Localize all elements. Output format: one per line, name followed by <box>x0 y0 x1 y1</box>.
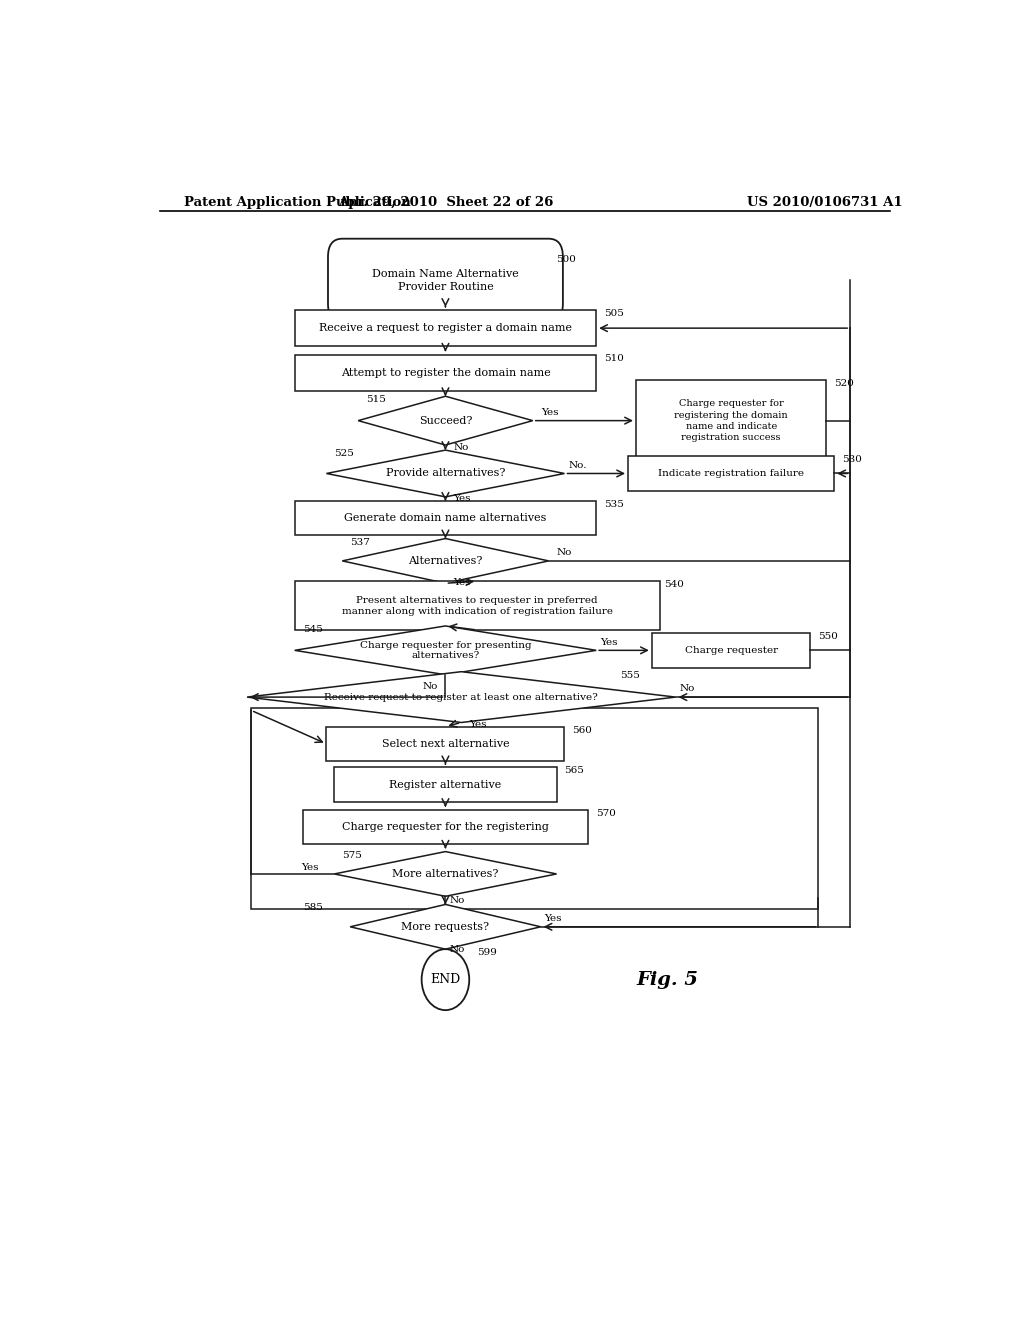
Text: 515: 515 <box>367 395 386 404</box>
Polygon shape <box>342 539 549 583</box>
Text: Provide alternatives?: Provide alternatives? <box>386 469 505 478</box>
Text: 585: 585 <box>303 903 323 912</box>
Text: No: No <box>557 548 572 557</box>
Text: 520: 520 <box>835 379 854 388</box>
Text: More requests?: More requests? <box>401 921 489 932</box>
Text: Indicate registration failure: Indicate registration failure <box>658 469 804 478</box>
FancyBboxPatch shape <box>295 310 596 346</box>
Text: No.: No. <box>568 461 587 470</box>
Text: Charge requester for the registering: Charge requester for the registering <box>342 822 549 832</box>
Text: 510: 510 <box>604 354 624 363</box>
Text: Generate domain name alternatives: Generate domain name alternatives <box>344 513 547 523</box>
Polygon shape <box>350 904 541 949</box>
Text: No: No <box>454 444 469 451</box>
Text: Yes: Yes <box>301 863 318 873</box>
Text: No: No <box>450 896 465 906</box>
Text: Yes: Yes <box>541 408 558 417</box>
Polygon shape <box>327 450 564 496</box>
Text: No: No <box>680 685 695 693</box>
Text: END: END <box>430 973 461 986</box>
Text: Yes: Yes <box>454 578 471 586</box>
Text: 550: 550 <box>818 632 839 642</box>
Text: No: No <box>422 682 437 692</box>
Text: 535: 535 <box>604 500 624 510</box>
Text: Charge requester for
registering the domain
name and indicate
registration succe: Charge requester for registering the dom… <box>675 400 787 442</box>
Text: Patent Application Publication: Patent Application Publication <box>183 195 411 209</box>
Text: Fig. 5: Fig. 5 <box>637 970 698 989</box>
Text: 570: 570 <box>596 809 616 818</box>
Polygon shape <box>295 626 596 675</box>
Text: Select next alternative: Select next alternative <box>382 739 509 748</box>
Text: 505: 505 <box>604 309 624 318</box>
Polygon shape <box>358 396 532 445</box>
FancyBboxPatch shape <box>628 457 835 491</box>
FancyBboxPatch shape <box>334 767 557 801</box>
Text: 537: 537 <box>350 537 370 546</box>
FancyBboxPatch shape <box>327 726 564 762</box>
Text: Yes: Yes <box>600 638 617 647</box>
Text: Receive a request to register a domain name: Receive a request to register a domain n… <box>318 323 572 333</box>
Text: Domain Name Alternative
Provider Routine: Domain Name Alternative Provider Routine <box>372 269 519 292</box>
Text: More alternatives?: More alternatives? <box>392 869 499 879</box>
Text: Charge requester for presenting
alternatives?: Charge requester for presenting alternat… <box>359 640 531 660</box>
Text: Charge requester: Charge requester <box>685 645 777 655</box>
FancyBboxPatch shape <box>295 500 596 536</box>
FancyBboxPatch shape <box>636 380 826 461</box>
Text: US 2010/0106731 A1: US 2010/0106731 A1 <box>748 195 902 209</box>
Text: Receive request to register at least one alternative?: Receive request to register at least one… <box>325 693 598 702</box>
Text: 525: 525 <box>334 449 354 458</box>
Text: 599: 599 <box>477 948 497 957</box>
FancyBboxPatch shape <box>328 239 563 322</box>
Text: 530: 530 <box>842 455 862 465</box>
Text: 555: 555 <box>620 671 640 680</box>
Text: Succeed?: Succeed? <box>419 416 472 425</box>
Text: Apr. 29, 2010  Sheet 22 of 26: Apr. 29, 2010 Sheet 22 of 26 <box>338 195 553 209</box>
Polygon shape <box>247 672 676 722</box>
Text: Present alternatives to requester in preferred
manner along with indication of r: Present alternatives to requester in pre… <box>342 595 612 615</box>
Polygon shape <box>334 851 557 896</box>
Text: 560: 560 <box>572 726 592 734</box>
Text: Yes: Yes <box>454 495 471 503</box>
FancyBboxPatch shape <box>303 810 588 845</box>
Text: 540: 540 <box>664 581 684 589</box>
Text: Alternatives?: Alternatives? <box>409 556 482 566</box>
Circle shape <box>422 949 469 1010</box>
Text: Yes: Yes <box>545 915 562 923</box>
Text: 545: 545 <box>303 624 323 634</box>
Text: 575: 575 <box>342 850 362 859</box>
Text: Yes: Yes <box>469 719 486 729</box>
Text: 500: 500 <box>557 255 577 264</box>
FancyBboxPatch shape <box>295 355 596 391</box>
Text: No: No <box>450 945 465 953</box>
FancyBboxPatch shape <box>295 581 659 630</box>
Text: Attempt to register the domain name: Attempt to register the domain name <box>341 368 550 378</box>
FancyBboxPatch shape <box>652 634 811 668</box>
Text: Register alternative: Register alternative <box>389 780 502 789</box>
Text: 565: 565 <box>564 766 585 775</box>
